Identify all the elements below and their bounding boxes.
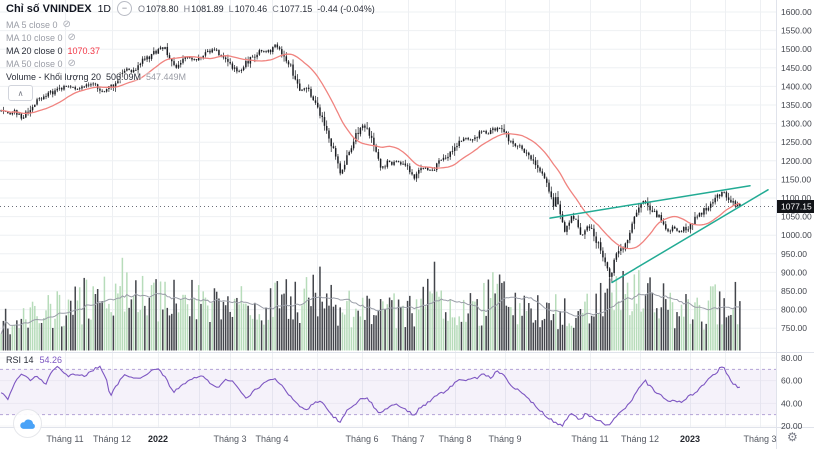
svg-text:1600.00: 1600.00 <box>781 7 812 17</box>
rsi-line <box>0 365 740 427</box>
ohlc-values: O1078.80 H1081.89 L1070.46 C1077.15 -0.4… <box>138 4 375 14</box>
svg-text:20.00: 20.00 <box>781 421 803 431</box>
eye-off-icon[interactable]: ⊘ <box>67 58 76 69</box>
ma10-label: MA 10 close 0 <box>6 33 63 43</box>
svg-text:40.00: 40.00 <box>781 398 803 408</box>
volume-value: 506.09M <box>105 72 142 82</box>
svg-text:80.00: 80.00 <box>781 353 803 363</box>
volume-bars <box>0 257 741 351</box>
legend-row-ma20[interactable]: MA 20 close 0 1070.37 <box>6 45 100 57</box>
low-label: L <box>228 3 234 14</box>
svg-text:Tháng 9: Tháng 9 <box>488 434 521 444</box>
svg-text:1200.00: 1200.00 <box>781 156 812 166</box>
chevron-up-icon: ∧ <box>17 88 24 98</box>
symbol-name[interactable]: Chỉ số VNINDEX <box>6 2 92 15</box>
volume-ma-value: 547.449M <box>146 72 187 82</box>
svg-text:1077.15: 1077.15 <box>781 202 812 212</box>
svg-text:1450.00: 1450.00 <box>781 63 812 73</box>
legend-row-ma5[interactable]: MA 5 close 0 ⊘ <box>6 19 71 31</box>
ma20-label: MA 20 close 0 <box>6 46 63 56</box>
change-value: -0.44 (-0.04%) <box>317 3 375 14</box>
svg-text:1550.00: 1550.00 <box>781 26 812 36</box>
svg-text:Tháng 6: Tháng 6 <box>345 434 378 444</box>
eye-off-icon[interactable]: ⊘ <box>67 32 76 43</box>
cloud-icon <box>20 419 35 429</box>
svg-text:1150.00: 1150.00 <box>781 174 811 184</box>
legend-row-ma50[interactable]: MA 50 close 0 ⊘ <box>6 58 76 70</box>
svg-text:1400.00: 1400.00 <box>781 81 812 91</box>
svg-text:750.00: 750.00 <box>781 323 807 333</box>
time-axis[interactable]: Tháng 11 Tháng 12 2022 Tháng 3 Tháng 4 Tháng … <box>46 434 776 444</box>
svg-text:Tháng 11: Tháng 11 <box>571 434 608 444</box>
high-value: 1081.89 <box>191 3 224 14</box>
trendlines[interactable] <box>549 184 769 284</box>
close-value: 1077.15 <box>279 3 313 14</box>
eye-off-icon[interactable]: ⊘ <box>62 19 71 30</box>
ma5-label: MA 5 close 0 <box>6 20 58 30</box>
svg-text:Tháng 12: Tháng 12 <box>621 434 659 444</box>
close-label: C <box>272 3 279 14</box>
svg-text:1100.00: 1100.00 <box>781 193 811 203</box>
svg-text:1350.00: 1350.00 <box>781 100 812 110</box>
svg-text:2023: 2023 <box>680 434 700 444</box>
svg-text:Tháng 7: Tháng 7 <box>391 434 424 444</box>
rsi-value: 54.26 <box>39 355 63 365</box>
legend-row-ma10[interactable]: MA 10 close 0 ⊘ <box>6 32 76 44</box>
volume-label: Volume - Khối lượng 20 <box>6 72 101 82</box>
collapse-legend-icon[interactable]: − <box>117 1 133 16</box>
svg-text:950.00: 950.00 <box>781 249 807 259</box>
legend-row-volume[interactable]: Volume - Khối lượng 20 506.09M 547.449M <box>6 71 186 83</box>
ma20-line <box>1 53 741 250</box>
svg-text:1000.00: 1000.00 <box>781 230 812 240</box>
gridlines <box>0 0 776 428</box>
symbol-header: Chỉ số VNINDEX 1D − O1078.80 H1081.89 L1… <box>6 1 375 16</box>
svg-text:900.00: 900.00 <box>781 267 807 277</box>
open-label: O <box>138 3 146 14</box>
ma50-label: MA 50 close 0 <box>6 59 63 69</box>
svg-text:1300.00: 1300.00 <box>781 119 812 129</box>
axis-settings-gear-icon[interactable]: ⚙ <box>787 430 798 444</box>
svg-text:850.00: 850.00 <box>781 286 807 296</box>
legend-collapse-button[interactable]: ∧ <box>8 85 33 101</box>
price-axis[interactable]: 1600.00 1550.00 1500.00 1450.00 1400.00 1350.… <box>781 7 812 431</box>
svg-text:1050.00: 1050.00 <box>781 212 812 222</box>
volume-ma-line <box>0 292 740 335</box>
svg-text:60.00: 60.00 <box>781 376 803 386</box>
svg-text:Tháng 3: Tháng 3 <box>213 434 246 444</box>
low-value: 1070.46 <box>234 3 268 14</box>
svg-text:2022: 2022 <box>148 434 168 444</box>
svg-text:Tháng 4: Tháng 4 <box>255 434 288 444</box>
broker-watermark-logo <box>13 409 42 438</box>
last-price-badge: 1077.15 <box>777 200 814 214</box>
svg-text:Tháng 11: Tháng 11 <box>46 434 83 444</box>
svg-text:800.00: 800.00 <box>781 305 807 315</box>
ma20-value: 1070.37 <box>67 46 101 56</box>
open-value: 1078.80 <box>146 3 179 14</box>
svg-text:Tháng 3: Tháng 3 <box>743 434 776 444</box>
svg-text:1250.00: 1250.00 <box>781 137 812 147</box>
svg-text:Tháng 12: Tháng 12 <box>93 434 131 444</box>
rsi-title: RSI 14 <box>6 355 34 365</box>
rsi-legend[interactable]: RSI 14 54.26 <box>6 355 62 365</box>
svg-text:Tháng 8: Tháng 8 <box>438 434 471 444</box>
interval-selector[interactable]: 1D <box>97 2 112 15</box>
high-label: H <box>183 3 191 14</box>
svg-text:1500.00: 1500.00 <box>781 44 812 54</box>
